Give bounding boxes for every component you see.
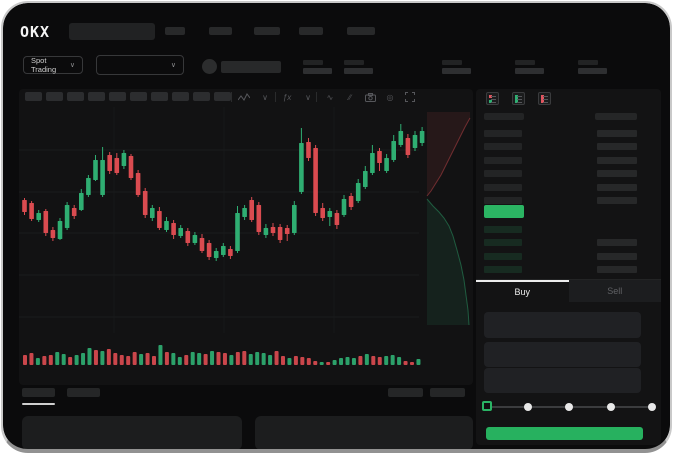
amount-column-header	[595, 113, 637, 120]
pair-name-placeholder	[221, 61, 281, 73]
amount-placeholder	[597, 239, 637, 247]
tab-sell[interactable]: Sell	[568, 280, 661, 302]
timeframe-button[interactable]	[46, 92, 63, 101]
price-placeholder	[484, 252, 522, 260]
orderbook-panel: Buy Sell	[476, 89, 661, 445]
app-screen: OKX Spot Trading ∨ ∨	[3, 3, 670, 450]
timeframe-button[interactable]	[193, 92, 210, 101]
chevron-down-icon[interactable]: ∨	[262, 92, 268, 102]
price-placeholder	[484, 170, 522, 178]
nav-item[interactable]	[299, 27, 323, 35]
price-placeholder	[484, 183, 522, 191]
slider-handle[interactable]	[482, 401, 492, 411]
timeframe-button[interactable]	[130, 92, 147, 101]
book-asks-icon[interactable]	[538, 92, 551, 105]
chevron-down-icon: ∨	[170, 61, 176, 69]
price-placeholder	[484, 239, 522, 247]
amount-placeholder	[597, 143, 637, 151]
tab-buy[interactable]: Buy	[476, 280, 569, 302]
orderbook-row[interactable]	[476, 223, 661, 236]
fullscreen-icon[interactable]	[403, 90, 417, 104]
amount-placeholder	[597, 156, 637, 164]
active-tab-underline	[22, 403, 55, 405]
bottom-action-button[interactable]	[430, 388, 465, 397]
orderbook-row[interactable]	[476, 154, 661, 167]
history-table-placeholder	[255, 416, 473, 450]
orderbook-row[interactable]	[476, 236, 661, 249]
price-placeholder	[484, 130, 522, 137]
orderbook-row[interactable]	[476, 250, 661, 263]
okx-logo: OKX	[20, 23, 51, 41]
slider-stop-25[interactable]	[524, 403, 532, 411]
orderbook-row[interactable]	[476, 194, 661, 207]
amount-placeholder	[597, 170, 637, 178]
market-type-label: Spot Trading	[31, 56, 57, 74]
price-input[interactable]	[484, 312, 641, 338]
timeframe-button[interactable]	[109, 92, 126, 101]
amount-placeholder	[597, 130, 637, 137]
bottom-tab[interactable]	[67, 388, 100, 397]
orderbook-row[interactable]	[476, 263, 661, 276]
nav-item[interactable]	[254, 27, 280, 35]
nav-item[interactable]	[165, 27, 185, 35]
coin-icon	[202, 59, 217, 74]
chart-panel: ∨ ƒx ∨ ∿ ∕∕ ◎	[19, 89, 473, 385]
amount-placeholder	[597, 183, 637, 191]
timeframe-button[interactable]	[214, 92, 231, 101]
pair-dropdown[interactable]: ∨	[96, 55, 184, 75]
price-placeholder	[484, 197, 522, 204]
market-type-dropdown[interactable]: Spot Trading ∨	[23, 56, 83, 74]
price-placeholder	[484, 266, 522, 274]
buy-submit-button[interactable]	[486, 427, 643, 440]
bottom-tab-active[interactable]	[22, 388, 55, 397]
indicators-icon[interactable]: ƒx	[282, 92, 292, 102]
last-price-badge	[484, 205, 524, 218]
timeframe-button[interactable]	[67, 92, 84, 101]
line-tool-icon[interactable]: ∿	[326, 92, 334, 102]
amount-placeholder	[597, 252, 637, 260]
toolbar-divider	[316, 92, 317, 102]
chevron-down-icon: ∨	[69, 61, 75, 69]
price-placeholder	[484, 226, 522, 233]
chevron-down-icon[interactable]: ∨	[305, 92, 311, 102]
book-combined-icon[interactable]	[486, 92, 499, 105]
nav-item[interactable]	[347, 27, 375, 35]
timeframe-button[interactable]	[88, 92, 105, 101]
book-bids-icon[interactable]	[512, 92, 525, 105]
amount-placeholder	[597, 197, 637, 204]
orders-table-placeholder	[22, 416, 242, 450]
price-column-header	[484, 113, 524, 120]
slider-stop-100[interactable]	[648, 403, 656, 411]
camera-icon[interactable]	[363, 90, 377, 104]
price-placeholder	[484, 143, 522, 151]
timeframe-button[interactable]	[172, 92, 189, 101]
nav-item[interactable]	[209, 27, 232, 35]
toolbar-divider	[275, 92, 276, 102]
orderbook-row[interactable]	[476, 140, 661, 153]
timeframe-button[interactable]	[151, 92, 168, 101]
slider-stop-50[interactable]	[565, 403, 573, 411]
search-input[interactable]	[69, 23, 155, 40]
orderbook-row[interactable]	[476, 167, 661, 180]
slider-stop-75[interactable]	[607, 403, 615, 411]
toolbar-divider	[231, 92, 232, 102]
settings-target-icon[interactable]: ◎	[386, 92, 394, 102]
candlestick-chart[interactable]	[19, 107, 473, 369]
candle-style-icon[interactable]	[237, 90, 251, 104]
orderbook-row[interactable]	[476, 127, 661, 140]
total-input[interactable]	[484, 368, 641, 393]
bottom-action-button[interactable]	[388, 388, 423, 397]
amount-input[interactable]	[484, 342, 641, 367]
timeframe-button[interactable]	[25, 92, 42, 101]
orderbook-row[interactable]	[476, 181, 661, 194]
price-placeholder	[484, 156, 522, 164]
amount-placeholder	[597, 266, 637, 274]
draw-tool-icon[interactable]: ∕∕	[348, 92, 352, 102]
trade-tabs: Buy Sell	[476, 279, 661, 302]
